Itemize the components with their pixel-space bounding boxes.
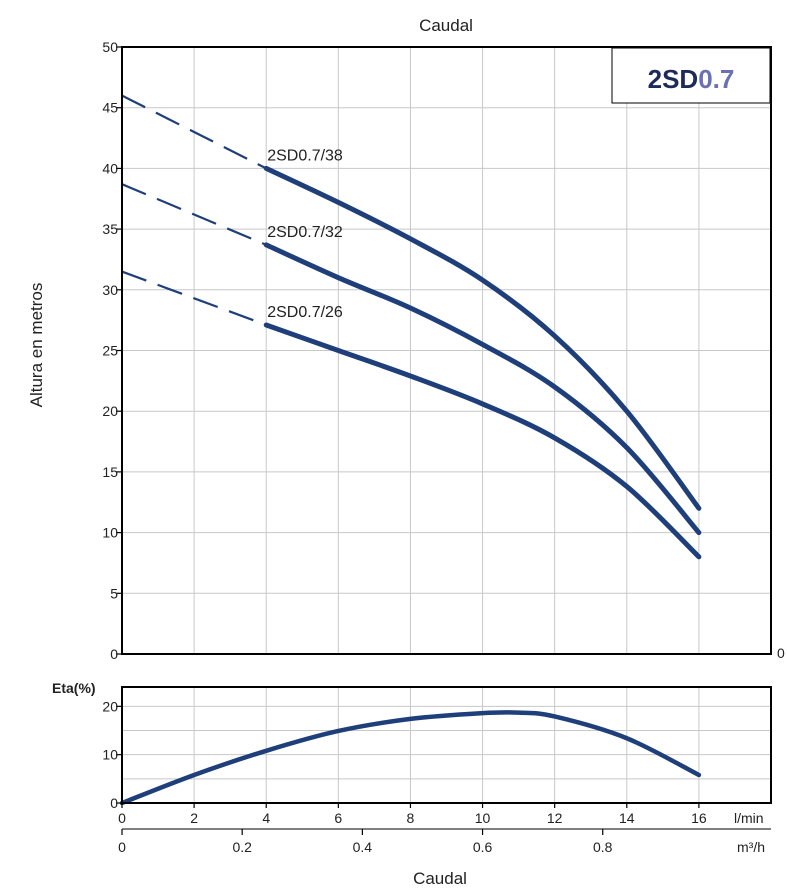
model-badge-box bbox=[611, 47, 771, 104]
series-label: 2SD0.7/32 bbox=[267, 224, 343, 241]
bottom-y-tick-label: 20 bbox=[102, 698, 118, 714]
top-series: 2SD0.7/38 2SD0.7/32 2SD0.7/26 bbox=[121, 94, 702, 560]
top-y-tick-label: 35 bbox=[102, 221, 118, 237]
right-axis-zero-label: 0 bbox=[777, 645, 785, 661]
eta-axis-label: Eta(%) bbox=[52, 680, 96, 696]
x-tick-label-m3h: 0.4 bbox=[353, 839, 373, 855]
top-y-tick-label: 5 bbox=[110, 585, 118, 601]
series-solid-line bbox=[263, 242, 702, 536]
x-tick-label-lmin: 16 bbox=[691, 810, 707, 826]
x-tick-label-lmin: 2 bbox=[190, 810, 198, 826]
x-tick-label-lmin: 0 bbox=[118, 810, 126, 826]
series-dashed-line bbox=[121, 183, 267, 246]
model-badge-text: 2SD0.7 bbox=[648, 64, 735, 94]
x-tick-label-lmin: 10 bbox=[475, 810, 491, 826]
x-tick-label-lmin: 6 bbox=[334, 810, 342, 826]
x-unit-lmin: l/min bbox=[734, 810, 764, 826]
top-y-tick-label: 20 bbox=[102, 403, 118, 419]
top-y-tick-label: 40 bbox=[102, 160, 118, 176]
bottom-y-ticks: 0 10 20 bbox=[102, 698, 122, 811]
top-y-ticks: 0 5 10 15 20 25 30 35 40 45 50 bbox=[102, 39, 122, 662]
x-tick-label-lmin: 14 bbox=[619, 810, 635, 826]
efficiency-curve bbox=[119, 709, 702, 806]
bottom-grid bbox=[122, 687, 771, 803]
top-y-tick-label: 30 bbox=[102, 282, 118, 298]
x-tick-label-lmin: 8 bbox=[407, 810, 415, 826]
bottom-series bbox=[119, 709, 702, 806]
x-tick-label-m3h: 0 bbox=[118, 839, 126, 855]
x-tick-label-m3h: 0.6 bbox=[473, 839, 493, 855]
bottom-plot-frame bbox=[121, 686, 772, 804]
top-y-tick-label: 50 bbox=[102, 39, 118, 55]
x-tick-label-lmin: 4 bbox=[262, 810, 270, 826]
top-y-tick-label: 45 bbox=[102, 100, 118, 116]
model-badge-prefix: 2SD bbox=[648, 64, 699, 94]
x-tick-label-m3h: 0.2 bbox=[232, 839, 252, 855]
series-label: 2SD0.7/26 bbox=[267, 304, 343, 321]
x-ticks-lmin: 0 2 4 6 8 10 12 14 16 bbox=[118, 803, 707, 826]
top-y-tick-label: 10 bbox=[102, 525, 118, 541]
series-dashed-line bbox=[121, 270, 267, 327]
y-axis-label: Altura en metros bbox=[27, 283, 46, 408]
series-solid-line bbox=[263, 165, 702, 511]
x-ticks-m3h: 0 0.2 0.4 0.6 0.8 bbox=[118, 829, 613, 855]
model-badge-suffix: 0.7 bbox=[698, 64, 734, 94]
top-y-tick-label: 15 bbox=[102, 464, 118, 480]
x-tick-label-lmin: 12 bbox=[547, 810, 563, 826]
top-y-tick-label: 25 bbox=[102, 343, 118, 359]
bottom-axis-title: Caudal bbox=[413, 869, 467, 888]
series-label: 2SD0.7/38 bbox=[267, 147, 343, 164]
bottom-y-tick-label: 0 bbox=[110, 795, 118, 811]
x-unit-m3h: m³/h bbox=[737, 839, 765, 855]
top-axis-title: Caudal bbox=[419, 16, 473, 35]
series-solid-line bbox=[263, 322, 702, 560]
bottom-y-tick-label: 10 bbox=[102, 747, 118, 763]
top-y-tick-label: 0 bbox=[110, 646, 118, 662]
top-grid bbox=[122, 47, 771, 654]
series-dashed-line bbox=[121, 94, 267, 170]
model-badge: 2SD0.7 bbox=[611, 47, 771, 104]
x-tick-label-m3h: 0.8 bbox=[593, 839, 613, 855]
